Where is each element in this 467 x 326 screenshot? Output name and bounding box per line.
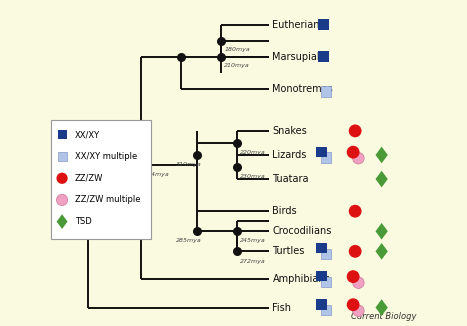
Text: 180mya: 180mya — [224, 47, 250, 52]
Text: Birds: Birds — [272, 206, 297, 216]
Polygon shape — [375, 243, 388, 259]
Text: ZZ/ZW multiple: ZZ/ZW multiple — [75, 195, 141, 204]
Circle shape — [353, 277, 364, 289]
Text: 230mya: 230mya — [241, 174, 266, 179]
Text: Amphibians: Amphibians — [272, 274, 330, 284]
Bar — [321, 248, 331, 259]
Polygon shape — [375, 147, 388, 163]
Text: Marsupials: Marsupials — [272, 52, 325, 62]
Polygon shape — [375, 299, 388, 316]
Bar — [318, 19, 329, 30]
Circle shape — [347, 298, 360, 311]
Text: ZZ/ZW: ZZ/ZW — [75, 174, 103, 183]
Text: 272mya: 272mya — [241, 259, 266, 263]
Bar — [316, 299, 326, 310]
Text: 310mya: 310mya — [176, 162, 202, 167]
Polygon shape — [375, 223, 388, 240]
Text: 245mya: 245mya — [241, 239, 266, 244]
Text: Monotremes: Monotremes — [272, 84, 333, 94]
Text: XX/XY: XX/XY — [75, 130, 100, 140]
Bar — [51, 120, 151, 239]
Text: Eutherians: Eutherians — [272, 20, 325, 30]
Text: Lizards: Lizards — [272, 150, 307, 160]
Circle shape — [347, 270, 360, 283]
Bar — [318, 52, 329, 62]
Circle shape — [349, 245, 361, 258]
Bar — [321, 305, 331, 315]
Text: Crocodilians: Crocodilians — [272, 226, 332, 236]
Bar — [321, 152, 331, 163]
Bar — [321, 277, 331, 287]
Text: 285mya: 285mya — [176, 239, 202, 244]
Circle shape — [353, 305, 364, 317]
Text: 354mya: 354mya — [144, 172, 170, 177]
Circle shape — [349, 125, 361, 137]
Circle shape — [57, 194, 68, 206]
Bar — [316, 147, 326, 157]
Circle shape — [347, 146, 360, 158]
Text: TSD: TSD — [75, 217, 92, 226]
Text: 220mya: 220mya — [241, 150, 266, 155]
Text: Fish: Fish — [272, 303, 291, 313]
Text: 450mya: 450mya — [91, 172, 117, 177]
Bar — [58, 152, 67, 161]
Text: 210mya: 210mya — [224, 64, 250, 68]
Text: Turtles: Turtles — [272, 246, 305, 256]
Polygon shape — [375, 171, 388, 187]
Bar — [58, 130, 67, 139]
Text: XX/XY multiple: XX/XY multiple — [75, 152, 137, 161]
Text: Tuatara: Tuatara — [272, 174, 309, 184]
Bar — [316, 243, 326, 253]
Text: Current Biology: Current Biology — [352, 312, 417, 321]
Text: Snakes: Snakes — [272, 126, 307, 136]
Polygon shape — [57, 214, 68, 229]
Circle shape — [353, 152, 364, 164]
Circle shape — [349, 205, 361, 217]
Bar — [321, 86, 331, 97]
Bar — [316, 271, 326, 281]
Circle shape — [57, 173, 68, 184]
